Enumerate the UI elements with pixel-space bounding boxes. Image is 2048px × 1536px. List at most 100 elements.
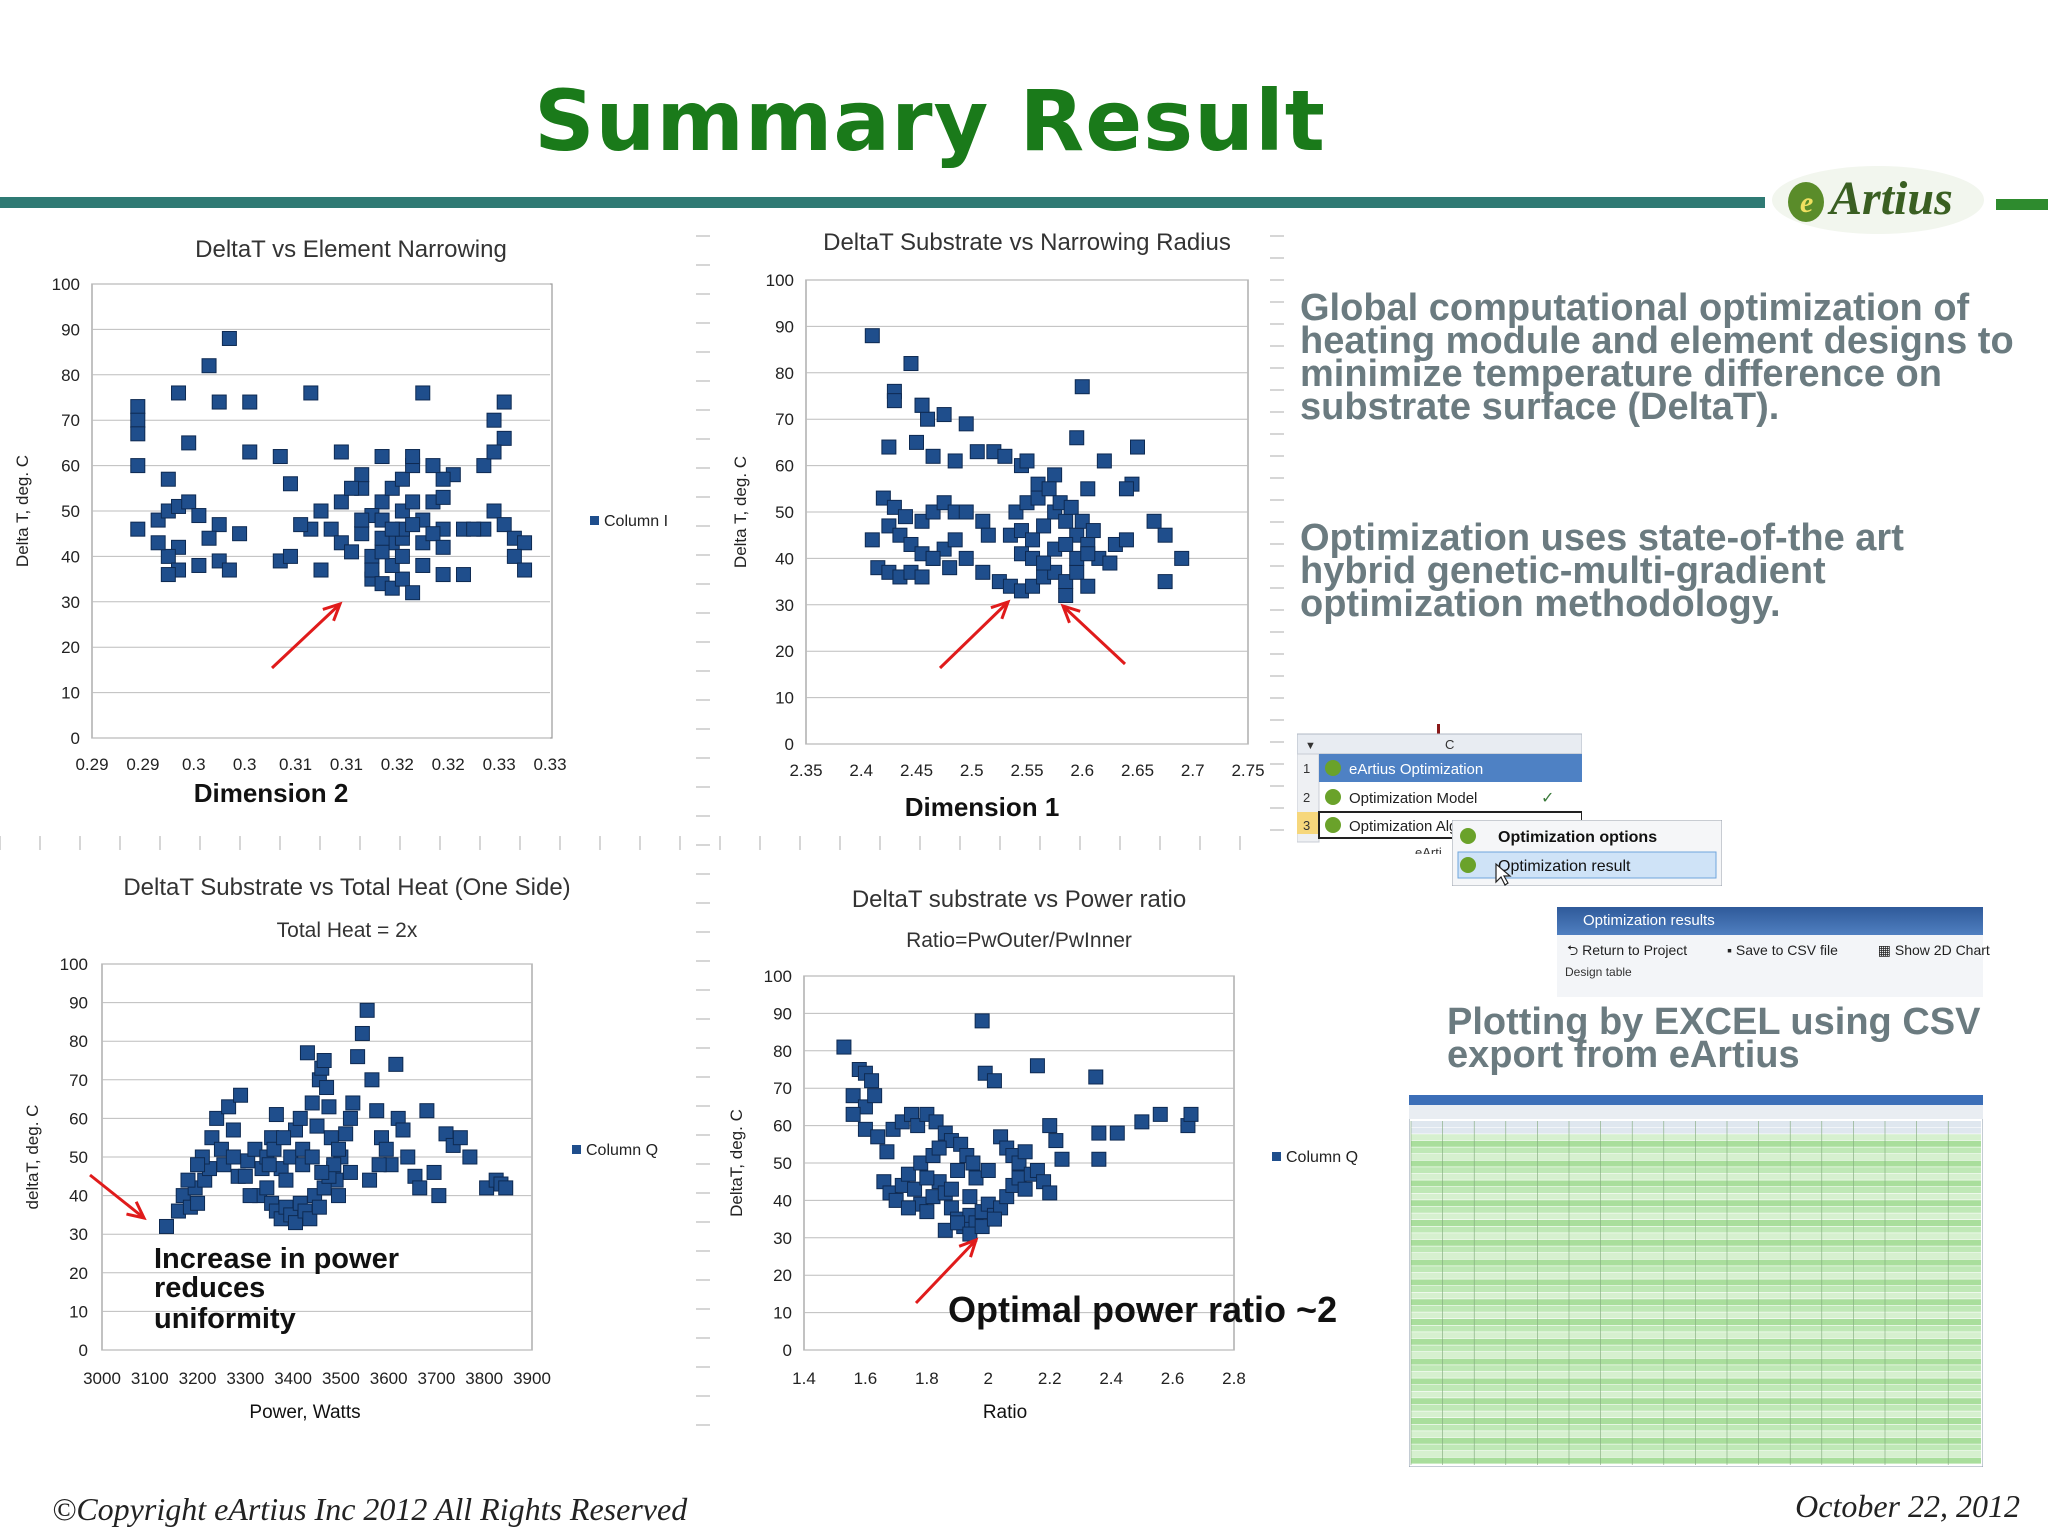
x-tick-label: 2.55 [1010, 761, 1043, 780]
data-point [958, 416, 974, 432]
y-tick-label: 40 [775, 549, 794, 568]
arrow-head [322, 601, 343, 622]
data-point [1058, 588, 1074, 604]
x-tick-label: 3100 [131, 1369, 169, 1388]
y-axis-label: deltaT, deg. C [23, 1105, 42, 1210]
data-point [997, 448, 1013, 464]
data-point [130, 412, 146, 428]
arrow-head [1060, 603, 1081, 624]
y-tick-label: 70 [69, 1071, 88, 1090]
data-point [1025, 578, 1041, 594]
data-point [171, 385, 187, 401]
csv-row [1411, 1167, 1981, 1174]
data-point [881, 518, 897, 534]
data-point [910, 1118, 926, 1134]
legend-marker [1272, 1152, 1281, 1161]
data-point [836, 1039, 852, 1055]
x-axis-label: Dimension 2 [194, 778, 349, 808]
data-point [498, 1180, 514, 1196]
csv-row [1411, 1378, 1981, 1385]
chart-title: DeltaT Substrate vs Narrowing Radius [823, 229, 1231, 256]
y-tick-label: 60 [773, 1117, 792, 1136]
annotation-arrow [270, 602, 342, 670]
x-tick-label: 0.29 [75, 755, 108, 774]
data-point [233, 1087, 249, 1103]
csv-row [1411, 1266, 1981, 1273]
svg-text:Artius: Artius [1827, 172, 1953, 225]
menu-row-num-2: 2 [1303, 790, 1310, 805]
data-point [333, 444, 349, 460]
data-point [302, 1211, 318, 1227]
data-point [900, 1200, 916, 1216]
data-point [1183, 1106, 1199, 1122]
data-point [1048, 1133, 1064, 1149]
data-point [1054, 1151, 1070, 1167]
data-point [412, 1180, 428, 1196]
x-tick-label: 2.4 [1099, 1369, 1123, 1388]
data-point [221, 330, 237, 346]
data-point [903, 536, 919, 552]
data-point [466, 521, 482, 537]
data-point [426, 1164, 442, 1180]
data-point [925, 550, 941, 566]
chart-title: DeltaT substrate vs Power ratio [852, 886, 1186, 913]
data-point [191, 508, 207, 524]
data-point [947, 453, 963, 469]
data-point [371, 1157, 387, 1173]
save-csv-button[interactable]: ▪ Save to CSV file [1727, 942, 1838, 958]
annotation-line: uniformity [154, 1303, 296, 1335]
data-point [378, 1141, 394, 1157]
data-point [1080, 546, 1096, 562]
data-point [374, 544, 390, 560]
csv-row [1411, 1292, 1981, 1299]
data-point [909, 434, 924, 450]
data-point [1025, 532, 1041, 548]
data-point [900, 1166, 916, 1182]
data-point [875, 490, 891, 506]
data-point [313, 503, 329, 519]
data-point [364, 1072, 380, 1088]
show-2d-chart-button[interactable]: ▦ Show 2D Chart [1877, 942, 1990, 958]
x-tick-label: 3700 [418, 1369, 456, 1388]
x-tick-label: 0.31 [330, 755, 363, 774]
data-point [405, 449, 421, 465]
data-point [425, 458, 441, 474]
data-point [496, 517, 512, 533]
return-to-project-button[interactable]: ⮌ Return to Project [1567, 942, 1688, 958]
panel-dividers [0, 235, 1284, 1426]
data-point [958, 550, 974, 566]
x-tick-label: 0.29 [126, 755, 159, 774]
data-point [304, 1149, 320, 1165]
data-point [1130, 439, 1145, 455]
x-tick-label: 3900 [513, 1369, 551, 1388]
design-table-tab[interactable]: Design table [1565, 965, 1632, 979]
data-point [130, 426, 146, 442]
data-point [919, 1170, 935, 1186]
csv-row [1411, 1312, 1981, 1319]
x-axis-label: Dimension 1 [905, 792, 1060, 822]
data-point [394, 548, 410, 564]
x-tick-label: 0.33 [533, 755, 566, 774]
data-point [864, 532, 880, 548]
data-point [405, 494, 421, 510]
x-tick-label: 0.3 [233, 755, 257, 774]
y-axis-label: DeltaT, deg. C [727, 1109, 746, 1217]
x-tick-label: 0.32 [432, 755, 465, 774]
data-point [506, 548, 522, 564]
csv-row [1411, 1418, 1981, 1424]
data-point [1058, 536, 1074, 552]
data-point [309, 1118, 325, 1134]
csv-row [1411, 1121, 1981, 1127]
chart-title: DeltaT vs Element Narrowing [195, 236, 507, 263]
eartius-logo: e Artius [1772, 166, 1984, 234]
data-point [1085, 523, 1101, 539]
x-tick-label: 3800 [465, 1369, 503, 1388]
x-axis-label: Power, Watts [249, 1402, 360, 1423]
x-tick-label: 2 [984, 1369, 993, 1388]
y-tick-label: 90 [61, 320, 80, 339]
data-point [1102, 555, 1118, 571]
csv-row [1411, 1220, 1981, 1226]
data-point [1063, 499, 1079, 515]
